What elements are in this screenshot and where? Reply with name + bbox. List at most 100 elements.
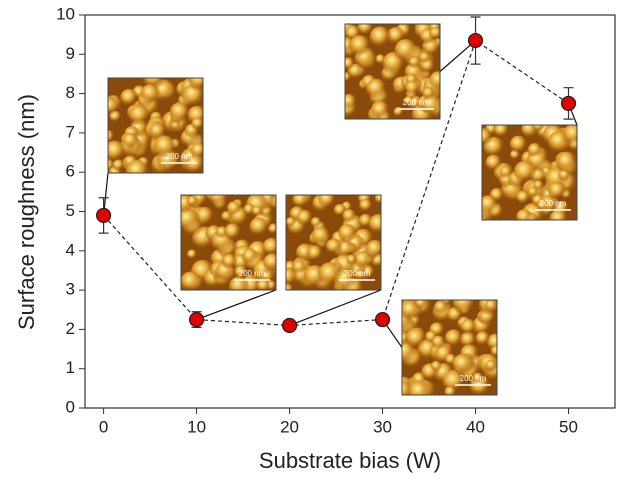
afm-grain	[556, 151, 577, 173]
afm-grain	[318, 195, 337, 209]
afm-image	[181, 195, 276, 290]
afm-grain	[125, 159, 150, 173]
afm-border	[180, 194, 277, 291]
afm-grain	[234, 265, 248, 279]
afm-grain	[226, 201, 242, 216]
afm-inset: 200 nm	[285, 194, 382, 291]
y-tick-label: 4	[66, 240, 75, 259]
afm-grain	[475, 331, 491, 347]
afm-grain	[188, 78, 203, 91]
afm-grain	[307, 245, 324, 262]
afm-grain	[562, 125, 577, 146]
afm-grain	[191, 117, 203, 131]
afm-grain	[394, 39, 418, 63]
afm-grain	[460, 318, 477, 335]
afm-grain	[345, 93, 357, 110]
afm-grain	[310, 217, 322, 229]
y-tick-label: 0	[66, 397, 75, 416]
afm-grain	[421, 95, 440, 116]
afm-grain	[187, 195, 199, 207]
scale-bar-label: 200 nm	[460, 374, 487, 383]
afm-grain	[359, 198, 373, 213]
y-tick-label: 1	[66, 358, 75, 377]
afm-grain	[311, 226, 331, 246]
afm-grain	[485, 359, 497, 372]
afm-grain	[249, 217, 269, 237]
afm-grain	[369, 26, 392, 49]
scale-bar-label: 200 nm	[540, 199, 567, 208]
afm-grain	[208, 195, 229, 207]
afm-grain	[516, 190, 531, 205]
afm-image	[108, 78, 203, 173]
x-tick-label: 40	[466, 417, 485, 436]
afm-grain	[527, 186, 539, 198]
afm-grain	[337, 240, 354, 257]
afm-grain	[263, 253, 276, 272]
afm-grain	[169, 102, 191, 123]
x-axis-label: Substrate bias (W)	[259, 448, 441, 473]
afm-image	[402, 300, 497, 395]
afm-grain	[366, 78, 387, 100]
afm-inset: 200 nm	[344, 23, 441, 120]
afm-grain	[485, 154, 503, 172]
afm-grain	[221, 253, 238, 270]
afm-grain	[354, 269, 366, 281]
afm-grain	[419, 51, 431, 64]
afm-inset: 200 nm	[180, 194, 277, 291]
afm-grain	[325, 238, 342, 255]
afm-grain	[292, 260, 307, 275]
afm-grain	[153, 135, 177, 159]
afm-grain	[190, 142, 203, 159]
afm-grain	[408, 380, 431, 395]
afm-grain	[472, 372, 484, 384]
y-tick-label: 3	[66, 280, 75, 299]
afm-grain	[405, 80, 420, 96]
afm-grain	[354, 250, 373, 269]
y-tick-label: 9	[66, 44, 75, 63]
afm-grain	[513, 160, 537, 184]
afm-border	[481, 124, 578, 221]
y-tick-label: 5	[66, 201, 75, 220]
afm-grain	[368, 214, 381, 235]
afm-grain	[242, 248, 259, 265]
afm-grain	[292, 195, 310, 209]
afm-grain	[345, 57, 355, 71]
y-tick-label: 10	[56, 4, 75, 23]
afm-grain	[221, 211, 233, 222]
afm-grain	[185, 154, 203, 173]
scale-bar-label: 200 nm	[166, 152, 193, 161]
afm-grain	[112, 159, 125, 172]
afm-grain	[434, 300, 449, 315]
scale-bar-label: 200 nm	[239, 269, 266, 278]
afm-grain	[482, 128, 493, 147]
afm-grain	[256, 278, 271, 290]
afm-grain	[532, 125, 545, 132]
y-tick-label: 7	[66, 122, 75, 141]
afm-grain	[120, 88, 139, 107]
afm-grain	[318, 262, 342, 286]
afm-grain	[365, 239, 381, 259]
afm-grain	[349, 35, 371, 57]
afm-grain	[429, 26, 440, 40]
afm-grain	[346, 254, 358, 266]
data-point	[95, 207, 112, 224]
afm-image	[345, 24, 440, 119]
afm-grain	[429, 71, 440, 91]
data-point	[281, 317, 298, 334]
afm-border	[401, 299, 498, 396]
data-point	[374, 311, 391, 328]
afm-grain	[536, 199, 549, 212]
inset-connector	[439, 40, 476, 72]
afm-grain	[430, 360, 443, 373]
afm-grain	[484, 300, 497, 313]
y-tick-label: 2	[66, 319, 75, 338]
afm-grain	[499, 165, 513, 179]
data-line	[103, 39, 569, 327]
afm-grain	[493, 125, 510, 139]
afm-grain	[108, 97, 120, 116]
afm-grain	[128, 104, 150, 126]
x-tick-label: 0	[99, 417, 108, 436]
afm-grain	[516, 209, 533, 220]
afm-grain	[452, 353, 474, 376]
